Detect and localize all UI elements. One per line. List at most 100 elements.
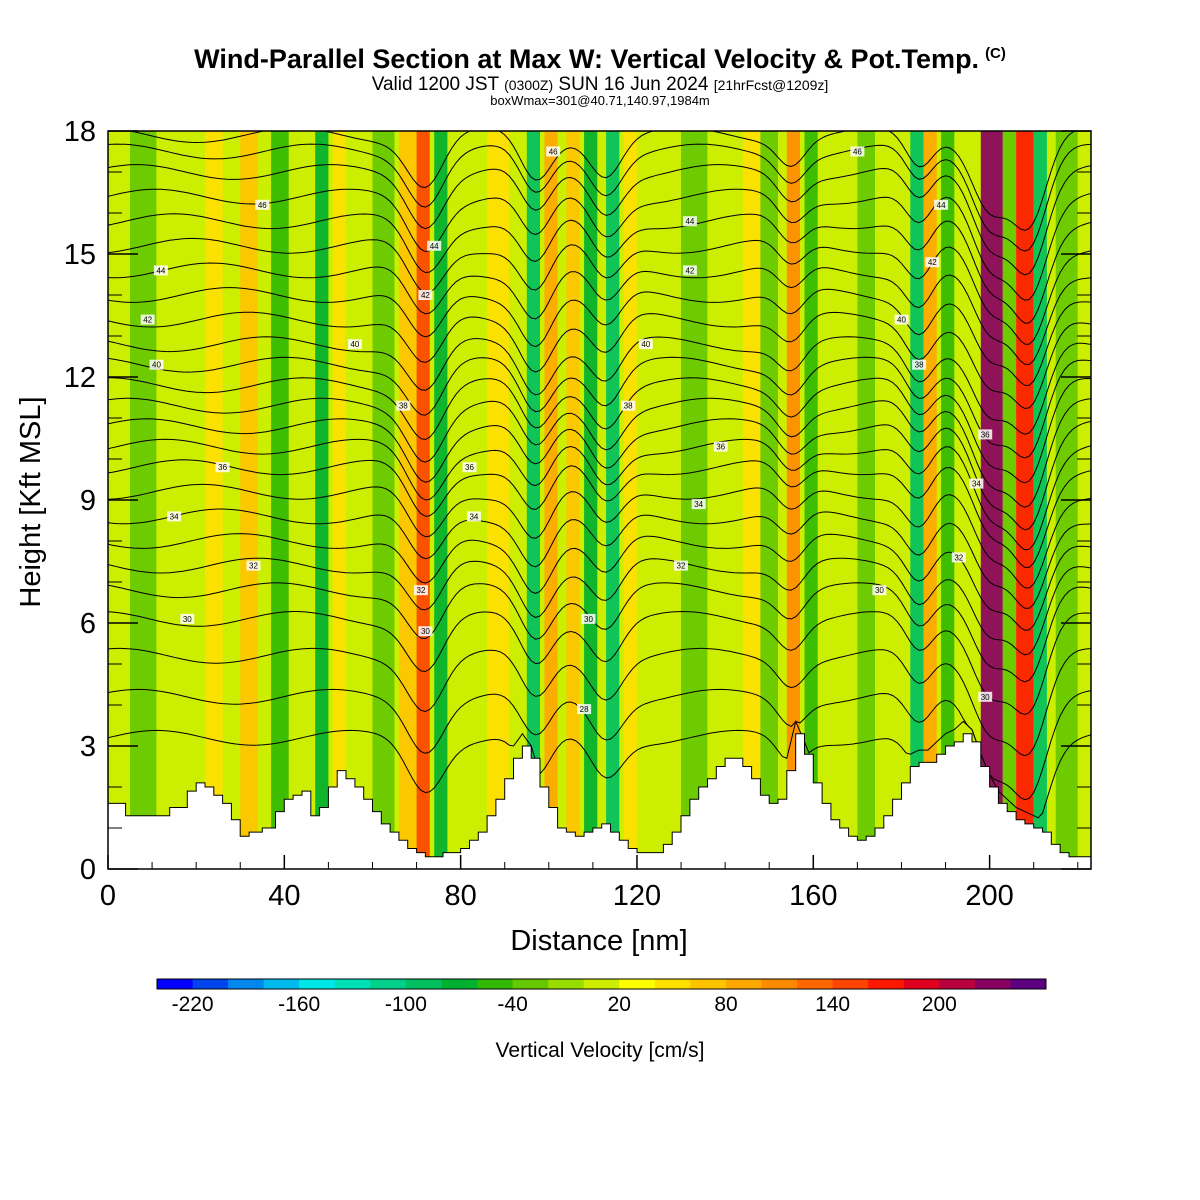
theta-contour — [108, 610, 1091, 716]
valid-prefix: Valid 1200 JST — [371, 74, 499, 95]
theta-contour — [108, 483, 1091, 589]
svg-text:32: 32 — [417, 586, 426, 595]
y-axis-label: Height [Kft MSL] — [15, 396, 47, 607]
colorbar-swatch — [726, 979, 763, 989]
theta-contour — [108, 213, 1091, 324]
svg-text:40: 40 — [897, 316, 906, 325]
contour-label: 34 — [167, 511, 182, 522]
x-tick-label: 40 — [268, 880, 300, 912]
velocity-band — [941, 131, 955, 869]
valid-utc: (0300Z) — [504, 77, 554, 93]
theta-contour — [108, 508, 1091, 609]
colorbar-swatch — [868, 979, 905, 989]
y-tick-label: 6 — [80, 608, 96, 640]
svg-text:30: 30 — [584, 615, 593, 624]
velocity-band — [804, 131, 818, 869]
colorbar-swatch — [512, 979, 549, 989]
svg-text:46: 46 — [258, 201, 267, 210]
svg-text:36: 36 — [465, 463, 474, 472]
contour-label: 30 — [180, 613, 195, 624]
contour-label: 42 — [418, 290, 433, 300]
svg-text:44: 44 — [156, 266, 165, 275]
svg-text:42: 42 — [421, 291, 430, 300]
x-tick-label: 0 — [100, 880, 116, 912]
y-tick-label: 15 — [64, 239, 96, 271]
colorbar-swatch — [797, 979, 834, 989]
valid-time: Valid 1200 JST (0300Z) SUN 16 Jun 2024 [… — [0, 74, 1200, 96]
colorbar-swatch — [761, 979, 798, 989]
velocity-band — [786, 131, 800, 869]
colorbar-tick-label: -100 — [385, 993, 427, 1016]
svg-text:36: 36 — [716, 443, 725, 452]
contour-label: 34 — [466, 511, 481, 522]
contour-label: 36 — [462, 462, 477, 473]
y-tick-label: 18 — [64, 116, 96, 148]
theta-contour — [108, 533, 1091, 631]
colorbar-swatch — [228, 979, 265, 989]
velocity-band — [487, 131, 510, 869]
contour-label: 44 — [427, 240, 442, 251]
velocity-band — [372, 131, 395, 869]
contour-label: 46 — [850, 146, 865, 157]
contour-label: 32 — [414, 585, 428, 596]
theta-contour — [127, 131, 1077, 231]
svg-text:30: 30 — [421, 627, 430, 636]
contour-label: 46 — [255, 199, 270, 210]
theta-contour — [108, 336, 1091, 435]
svg-text:28: 28 — [580, 705, 589, 714]
colorbar-tick-label: 140 — [815, 993, 850, 1016]
contour-label: 30 — [872, 585, 887, 596]
colorbar-tick-label: 80 — [714, 993, 737, 1016]
colorbar-tick-label: 200 — [922, 993, 957, 1016]
svg-text:34: 34 — [694, 500, 703, 509]
contour-label: 40 — [149, 359, 164, 370]
colorbar-swatch — [548, 979, 585, 989]
velocity-band — [857, 131, 875, 869]
svg-text:42: 42 — [685, 266, 694, 275]
theta-contour — [108, 459, 1091, 568]
colorbar-swatch — [619, 979, 656, 989]
theta-contour — [108, 262, 1091, 366]
svg-text:38: 38 — [399, 402, 408, 411]
colorbar-label: Vertical Velocity [cm/s] — [496, 1039, 705, 1062]
x-tick-label: 200 — [965, 880, 1013, 912]
chart-title-text: Wind-Parallel Section at Max W: Vertical… — [194, 44, 980, 74]
contour-label: 34 — [969, 478, 984, 489]
svg-text:38: 38 — [624, 402, 633, 411]
svg-text:42: 42 — [143, 316, 152, 325]
colorbar-tick-label: 20 — [608, 993, 631, 1016]
colorbar-swatch — [690, 979, 727, 989]
x-tick-label: 80 — [445, 880, 477, 912]
theta-contour — [108, 237, 1091, 345]
svg-text:30: 30 — [875, 586, 884, 595]
colorbar-swatch — [441, 979, 478, 989]
colorbar-tick-label: -160 — [278, 993, 320, 1016]
velocity-band — [398, 131, 417, 869]
velocity-band — [526, 131, 540, 869]
velocity-band — [760, 131, 778, 869]
velocity-band — [1002, 131, 1016, 869]
theta-contour — [108, 356, 1091, 459]
velocity-band — [742, 131, 761, 869]
y-tick-label: 0 — [80, 854, 96, 886]
theta-contour — [108, 582, 1091, 683]
velocity-band — [332, 131, 346, 869]
velocity-band — [1033, 131, 1047, 869]
velocity-band — [910, 131, 924, 869]
contour-label: 36 — [978, 429, 993, 440]
svg-text:44: 44 — [937, 201, 946, 210]
velocity-band — [566, 131, 580, 869]
contour-label: 38 — [396, 400, 411, 411]
contour-label: 36 — [215, 462, 230, 473]
contour-label: 44 — [682, 216, 697, 227]
velocity-band — [623, 131, 637, 869]
y-tick-label: 9 — [80, 485, 96, 517]
svg-text:40: 40 — [152, 361, 161, 370]
terrain — [108, 733, 1091, 869]
theta-contour — [108, 377, 1091, 484]
colorbar-swatch — [334, 979, 371, 989]
contour-label: 32 — [674, 560, 688, 571]
theta-contour — [108, 397, 1091, 508]
velocity-band — [544, 131, 558, 869]
contour-label: 42 — [140, 314, 155, 325]
